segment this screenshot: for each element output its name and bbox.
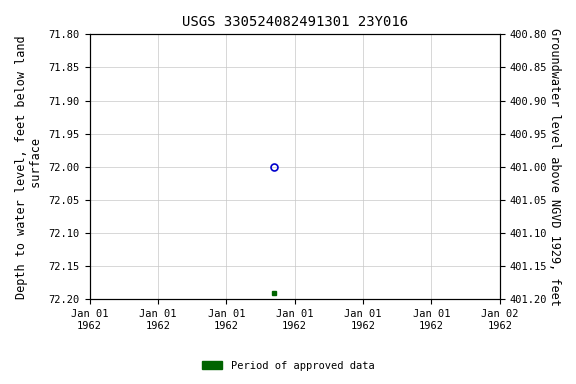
Title: USGS 330524082491301 23Y016: USGS 330524082491301 23Y016	[181, 15, 408, 29]
Y-axis label: Groundwater level above NGVD 1929, feet: Groundwater level above NGVD 1929, feet	[548, 28, 561, 306]
Legend: Period of approved data: Period of approved data	[198, 357, 378, 375]
Y-axis label: Depth to water level, feet below land
 surface: Depth to water level, feet below land su…	[15, 35, 43, 299]
